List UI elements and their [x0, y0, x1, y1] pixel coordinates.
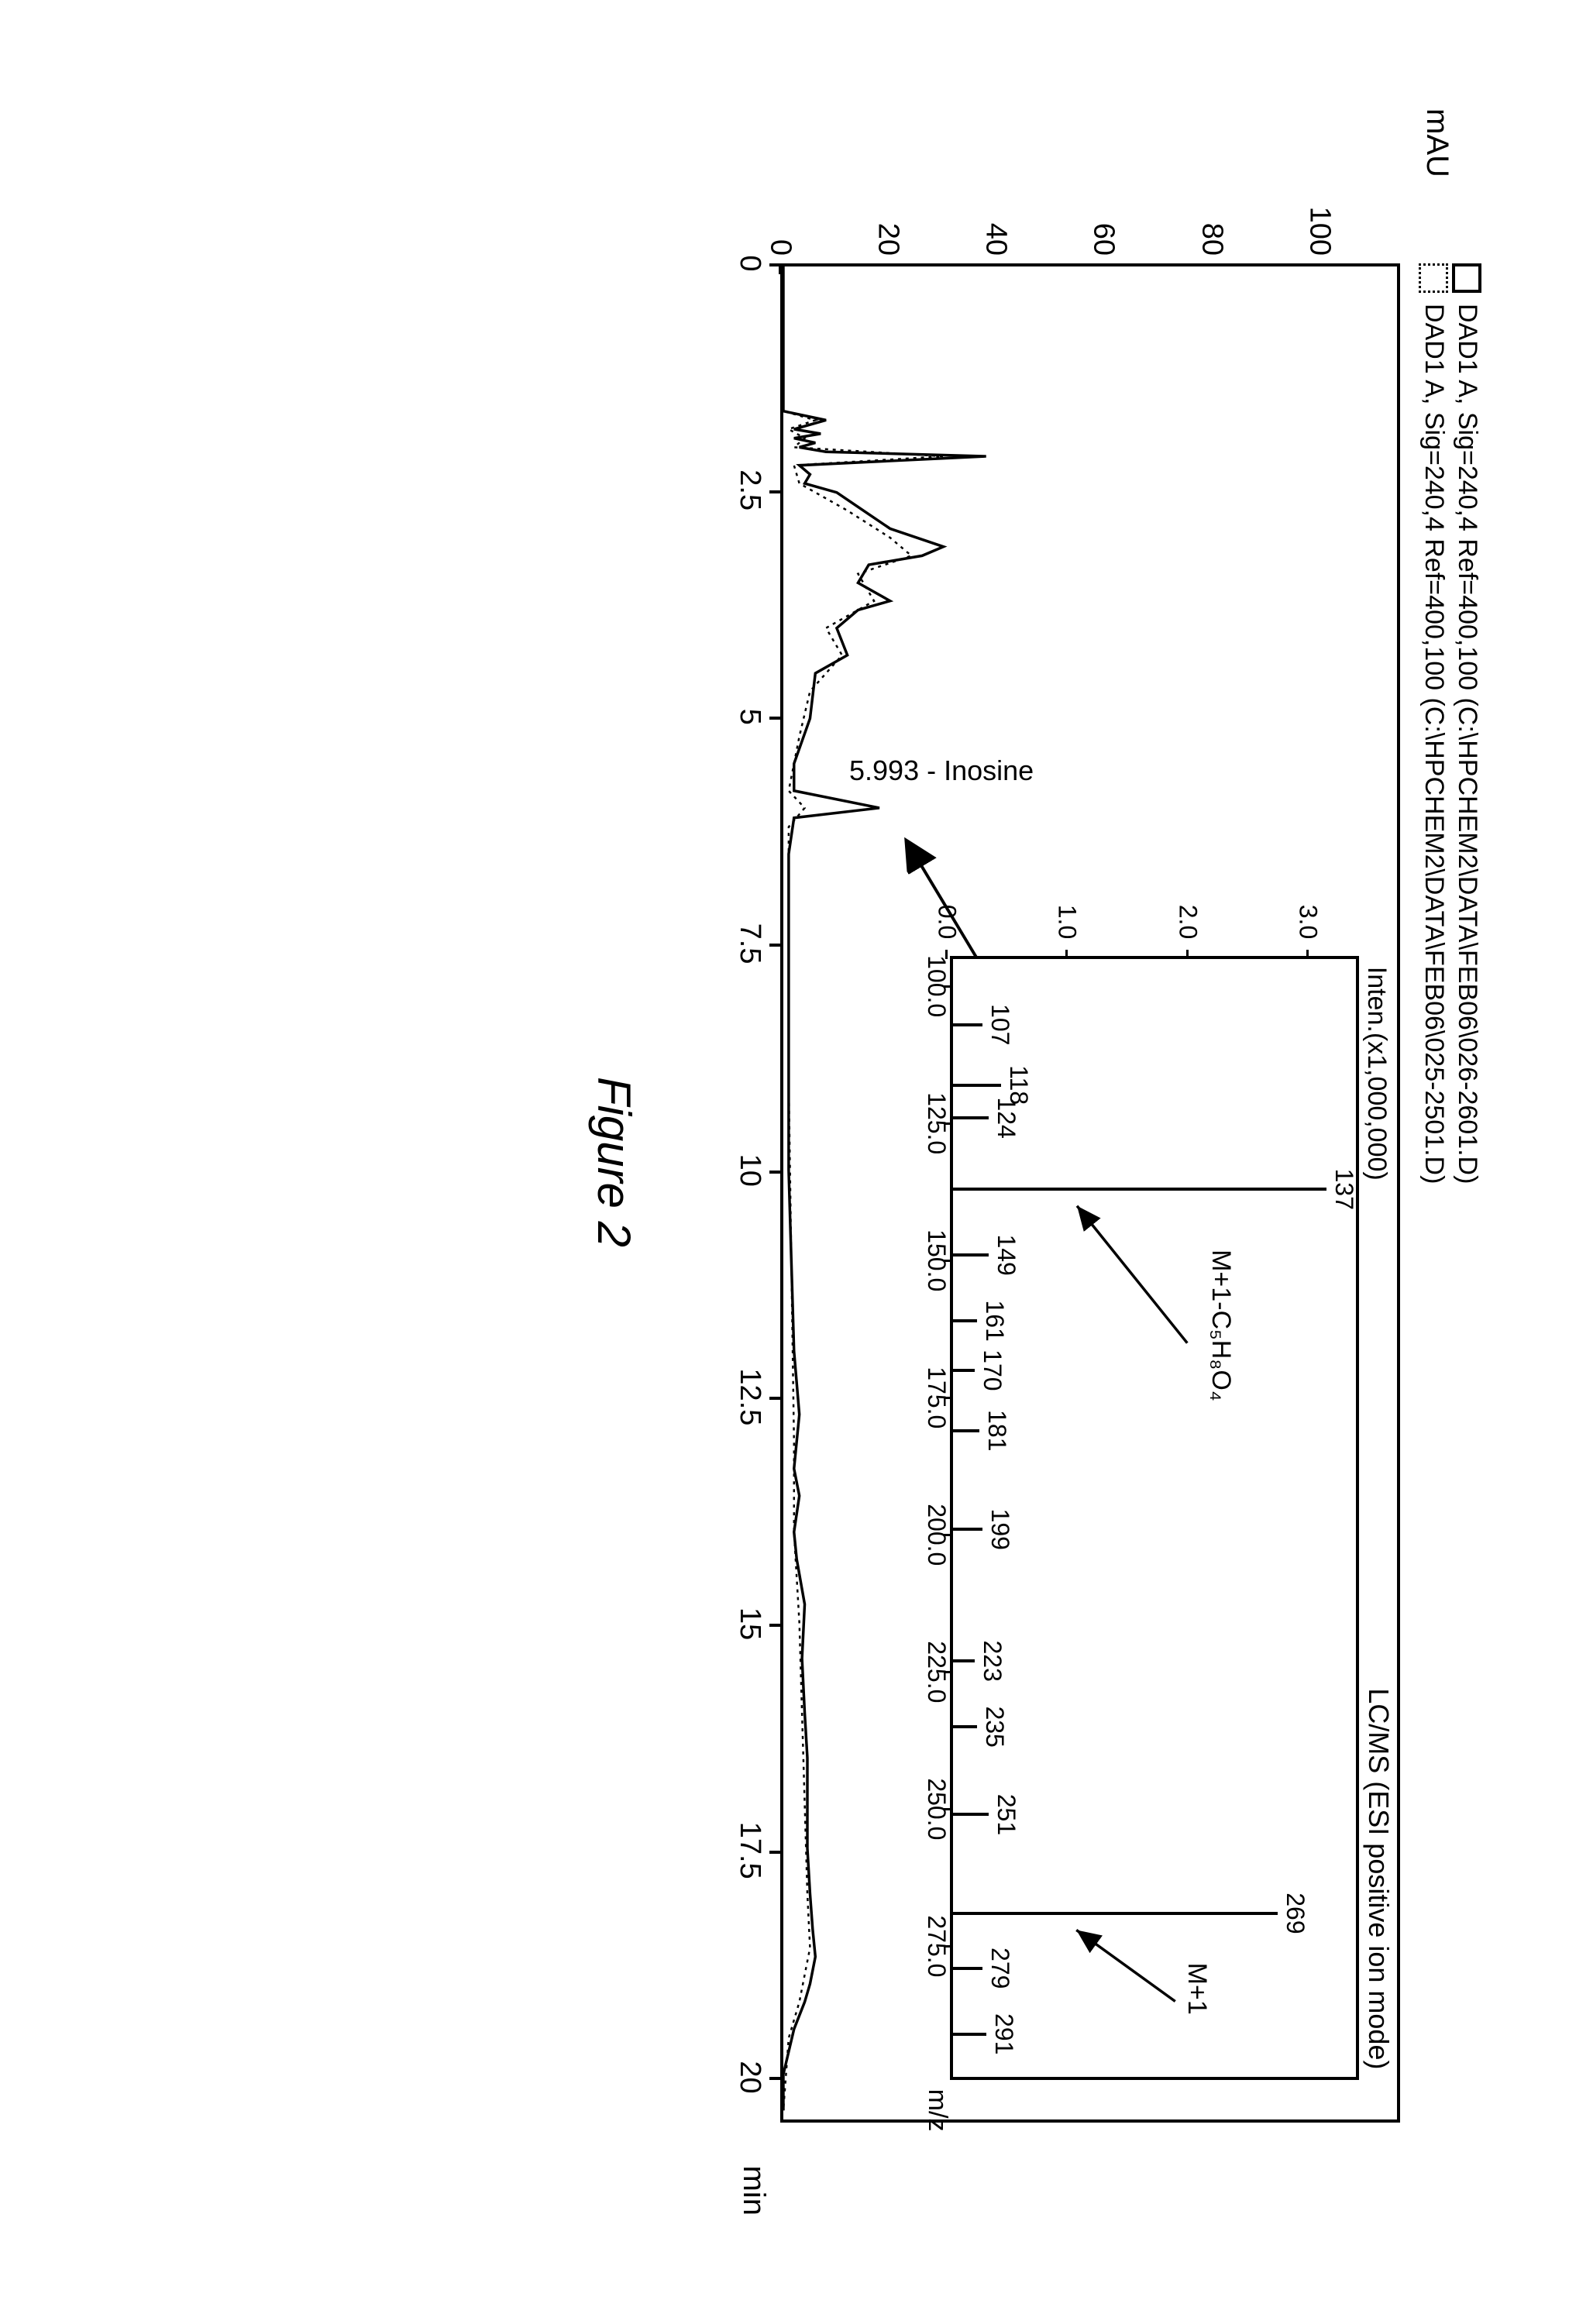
ms-peak-label: 107 [986, 1004, 1014, 1045]
ms-peak-label: 170 [977, 1349, 1006, 1391]
y-tick-label: 0 [763, 239, 797, 256]
chart-legend: DAD1 A, Sig=240,4 Ref=400,100 (C:\HPCHEM… [1416, 263, 1482, 1184]
x-tick-label: 7.5 [733, 923, 766, 964]
inset-title: LC/MS (ESI positive ion mode) [1362, 1688, 1395, 2069]
inset-x-tick-mark [943, 1534, 952, 1536]
ms-peak-bar [952, 1084, 1000, 1087]
legend-row-2: DAD1 A, Sig=240,4 Ref=400,100 (C:\HPCHEM… [1419, 263, 1449, 1184]
plot-area: 5.993 - Inosine LC/MS (ESI positive ion … [780, 263, 1400, 2123]
legend-row-1: DAD1 A, Sig=240,4 Ref=400,100 (C:\HPCHEM… [1452, 263, 1482, 1184]
inset-y-tick-mark [1306, 950, 1309, 959]
ms-peak-label: 161 [979, 1300, 1008, 1341]
inset-x-tick-mark [943, 1671, 952, 1673]
ms-peak-bar [952, 1319, 976, 1322]
y-axis-label: mAU [1419, 108, 1454, 177]
x-tick-label: 17.5 [733, 1822, 766, 1879]
x-tick-mark [769, 490, 780, 493]
figure-caption: Figure 2 [587, 1077, 641, 1247]
fragment-label-1: M+1-C₅H₈O₄ [1205, 1250, 1235, 1401]
ms-peak-bar [952, 1967, 982, 1970]
x-tick-mark [769, 263, 780, 266]
inset-y-tick-label: 0.0 [932, 905, 961, 939]
x-tick-label: 12.5 [733, 1368, 766, 1425]
y-tick-label: 100 [1302, 207, 1336, 256]
x-tick-label: 5 [733, 709, 766, 725]
x-tick-mark [769, 2077, 780, 2080]
inset-x-tick-mark [943, 1260, 952, 1262]
x-tick-label: 10 [733, 1154, 766, 1187]
inset-y-tick-mark [1185, 950, 1188, 959]
ms-peak-bar [952, 1188, 1326, 1191]
frag2-arrow [1076, 1930, 1175, 2001]
legend-text-2: DAD1 A, Sig=240,4 Ref=400,100 (C:\HPCHEM… [1419, 304, 1449, 1184]
x-tick-label: 2.5 [733, 469, 766, 511]
legend-swatch-solid [1452, 263, 1481, 293]
inset-mass-spectrum: LC/MS (ESI positive ion mode) Inten.(x1,… [949, 956, 1359, 2081]
ms-peak-label: 269 [1281, 1893, 1309, 1934]
ms-peak-label: 199 [986, 1509, 1014, 1550]
x-tick-label: 15 [733, 1607, 766, 1640]
inset-y-label: Inten.(x1,000,000) [1361, 967, 1392, 1181]
y-tick-label: 40 [979, 223, 1012, 256]
ms-peak-bar [952, 1116, 989, 1119]
inset-y-tick-label: 3.0 [1293, 905, 1322, 939]
inset-y-tick-label: 1.0 [1052, 905, 1081, 939]
x-axis: 02.557.51012.51517.520 [703, 263, 780, 2123]
inset-x-tick-mark [943, 1945, 952, 1948]
inset-x-tick-mark [943, 1397, 952, 1399]
inset-x-unit: m/z [921, 2089, 951, 2132]
ms-peak-bar [952, 1429, 979, 1432]
ms-peak-bar [952, 1253, 989, 1257]
ms-peak-bar [952, 1659, 974, 1662]
ms-peak-bar [952, 1813, 989, 1816]
inset-x-tick-mark [943, 1808, 952, 1810]
x-tick-mark [769, 944, 780, 947]
ms-peak-label: 235 [979, 1706, 1008, 1747]
ms-peak-bar [952, 1912, 1278, 1915]
x-tick-mark [769, 717, 780, 720]
ms-peak-label: 279 [986, 1948, 1014, 1989]
inset-x-tick-mark [943, 1122, 952, 1125]
x-tick-label: 0 [733, 255, 766, 271]
ms-peak-label: 251 [992, 1794, 1020, 1835]
ms-peak-bar [952, 1023, 982, 1026]
x-tick-label: 20 [733, 2061, 766, 2093]
peak-label-inosine: 5.993 - Inosine [849, 755, 1034, 787]
frag1-arrow [1077, 1205, 1187, 1342]
fragment-label-2: M+1 [1181, 1963, 1211, 2015]
inset-x-tick-mark [943, 985, 952, 988]
ms-peak-label: 181 [982, 1410, 1010, 1451]
ms-peak-bar [952, 1725, 976, 1728]
x-tick-mark [769, 1171, 780, 1174]
ms-peak-bar [952, 2033, 986, 2036]
ms-peak-label: 223 [977, 1640, 1006, 1681]
ms-peak-bar [952, 1369, 974, 1372]
ms-peak-bar [952, 1528, 982, 1531]
ms-peak-label: 149 [992, 1234, 1020, 1275]
x-axis-unit: min [736, 2166, 771, 2216]
legend-text-1: DAD1 A, Sig=240,4 Ref=400,100 (C:\HPCHEM… [1452, 304, 1482, 1184]
legend-swatch-dotted [1419, 263, 1448, 293]
x-tick-mark [769, 1397, 780, 1400]
figure-container: DAD1 A, Sig=240,4 Ref=400,100 (C:\HPCHEM… [88, 155, 1482, 2169]
y-tick-label: 20 [871, 223, 904, 256]
chart-wrapper: mAU 020406080100 5.993 - Inosine [711, 155, 1408, 2169]
ms-peak-label: 291 [989, 2013, 1018, 2054]
y-axis: 020406080100 [780, 155, 1400, 263]
y-tick-label: 80 [1195, 223, 1228, 256]
y-tick-label: 60 [1086, 223, 1120, 256]
x-tick-mark [769, 1851, 780, 1854]
inset-y-tick-label: 2.0 [1173, 905, 1202, 939]
x-tick-mark [769, 1624, 780, 1627]
ms-peak-label: 124 [992, 1097, 1020, 1138]
inset-y-tick-mark [1065, 950, 1068, 959]
ms-peak-label: 137 [1329, 1168, 1357, 1209]
